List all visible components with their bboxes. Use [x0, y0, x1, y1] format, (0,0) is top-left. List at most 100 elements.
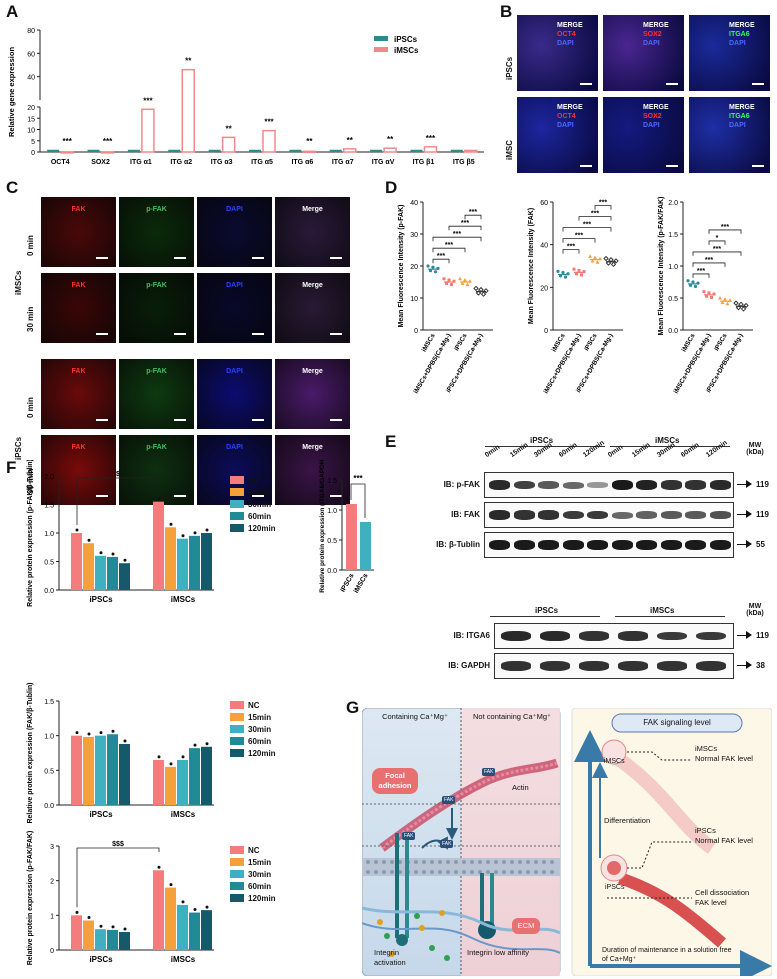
panel-d-point-0-0-4 [436, 266, 440, 270]
panel-e-blot2-0 [494, 623, 734, 649]
panel-a-ylabel: Relative gene expression [7, 47, 16, 137]
panel-e-time-1: 15min [508, 441, 530, 459]
panel-c-scale-2-3 [330, 419, 342, 421]
panel-d-ytick-1-3: 60 [540, 200, 548, 207]
panel-d-bracket-2-2 [692, 251, 742, 256]
panel-d-point-1-0-1 [558, 274, 563, 278]
panel-a-bar-imsc-6 [302, 150, 317, 154]
panel-e-row2-label-0: IB: ITGA6 [453, 631, 490, 640]
panel-e-mw-0: 119 [756, 480, 769, 489]
panel-c-group-imscs: iMSCs [14, 270, 23, 295]
panel-f-legend-label-1-1: 15min [248, 712, 272, 722]
panel-a-legend-1: iMSCs [394, 46, 419, 55]
panel-f-point-1-0-0 [75, 731, 79, 735]
panel-c-tile-label-0-3: Merge [302, 206, 323, 213]
panel-e-band-1-3 [562, 510, 584, 520]
panel-a-ytick-6: 60 [27, 51, 35, 58]
panel-c-scale-2-2 [252, 419, 264, 421]
panel-f-bracket-0 [76, 477, 160, 525]
panel-e-blot-1 [484, 502, 734, 528]
panel-f-bar-1-0-4 [119, 743, 130, 805]
panel-f-bar-2-1-4 [201, 910, 212, 950]
panel-c-scale-3-2 [252, 495, 264, 497]
panel-a-xtick-5: ITG α5 [251, 159, 273, 166]
panel-f-xtick-0-0: iPSCs [89, 595, 113, 604]
panel-f-point-2-0-3 [111, 925, 115, 929]
panel-f-bar-0-1-3 [189, 535, 200, 590]
panel-e-band-2-0 [489, 540, 510, 550]
panel-d-ytick-2-4: 2.0 [668, 200, 678, 207]
panel-f-point-0-0-0 [75, 528, 79, 532]
panel-c-tile-1-1: p-FAK [118, 272, 195, 344]
panel-f-itga-bar-0 [346, 504, 357, 570]
panel-a-ytick-1: 5 [31, 139, 35, 146]
panel-e-band-2-1 [513, 540, 535, 550]
panel-e-band-0-0 [489, 480, 510, 490]
panel-b-tile-merge-2: MERGE [729, 22, 755, 29]
panel-letter-f: F [6, 458, 17, 477]
panel-d-point-0-0-2 [431, 265, 435, 269]
panel-f-bar-0-1-2 [177, 538, 188, 590]
panel-f-bar-2-0-4 [119, 931, 130, 950]
panel-c-tile-3-3: Merge [274, 434, 351, 506]
panel-e-band-0-4 [587, 482, 608, 488]
panel-c-tile-1-3: Merge [274, 272, 351, 344]
panel-f-point-2-1-2 [181, 900, 185, 904]
panel-f-point-0-0-1 [87, 538, 91, 542]
panel-b-row-label-imsc: iMSC [505, 140, 514, 160]
panel-f-itga-ytick-3: 1.5 [327, 478, 337, 485]
panel-letter-d: D [385, 178, 398, 197]
panel-d-point-2-0-1 [688, 283, 693, 287]
panel-d-xtick-1-2: iPSCs [583, 332, 599, 352]
panel-d-bracket-0-2 [432, 236, 482, 242]
panel-e-band2-0-3 [618, 631, 648, 641]
panel-f-ytick-0-4: 2.0 [44, 474, 54, 481]
panel-g-right-top: Not containing Ca⁺Mg⁺ [473, 712, 551, 721]
panel-a-xtick-6: ITG α6 [291, 159, 313, 166]
panel-f-point-0-1-1 [169, 522, 173, 526]
panel-f-ytick-1-1: 0.5 [44, 768, 54, 775]
panel-f-point-0-0-3 [111, 552, 115, 556]
panel-f-xtick-2-0: iPSCs [89, 955, 113, 964]
panel-c-tile-2-3: Merge [274, 358, 351, 430]
panel-e-mw2-1: 38 [756, 661, 765, 670]
panel-d-ytick-2-1: 0.5 [668, 296, 678, 303]
panel-e-band2-0-4 [657, 631, 687, 641]
panel-b-tile-marker-0: OCT4 [557, 31, 576, 38]
panel-d-xtick-0-0: iMSCs [421, 332, 437, 353]
panel-f-bar-0-0-4 [119, 563, 130, 590]
panel-c-tile-0-1: p-FAK [118, 196, 195, 268]
panel-b-row-label-ipscs: iPSCs [505, 56, 514, 80]
panel-f-legend-row-1-3: 60min [230, 735, 300, 747]
panel-letter-e: E [385, 432, 397, 451]
panel-f-legend-swatch-2-2 [230, 870, 244, 878]
panel-f-ytick-0-3: 1.5 [44, 503, 54, 510]
panel-d-point-2-2-2 [723, 297, 727, 301]
panel-a-chart: 0 5 10 15 20 40 60 80 Relative gene expression OC… [7, 28, 484, 166]
panel-f-xtick-2-1: iMSCs [171, 955, 196, 964]
panel-d-point-1-1-4 [582, 270, 586, 274]
panel-f-legend-label-1-3: 60min [248, 736, 272, 746]
panel-f-legend-row-0-1: 15min [230, 486, 300, 498]
panel-f-bar-0-0-3 [107, 556, 118, 590]
panel-c-scale-2-0 [96, 419, 108, 421]
panel-f-bar-1-0-3 [107, 734, 118, 805]
panel-e-band-1-7 [660, 511, 682, 519]
panel-e-mw-label-2: MW (kDa) [746, 603, 764, 617]
panel-d-point-1-3-2 [608, 257, 614, 263]
panel-a-bar-imsc-10 [464, 149, 478, 153]
panel-f-legend-2: NC 15min 30min 60min 120min [230, 844, 300, 904]
panel-a-ytick-4: 20 [27, 105, 35, 112]
panel-f-bar-0-0-1 [83, 543, 94, 590]
panel-d-bracket-2-4 [708, 229, 742, 234]
panel-f-point-2-1-1 [169, 883, 173, 887]
panel-e-band-1-0 [489, 510, 510, 520]
panel-e-mw-2: 55 [756, 540, 765, 549]
panel-e-arrow-icon-1 [746, 510, 752, 518]
panel-f-legend-label-0-2: 30min [248, 499, 272, 509]
panel-f-legend-label-2-0: NC [248, 845, 260, 855]
panel-e-arrow-icon-0 [746, 480, 752, 488]
panel-e-time-6: 15min [630, 441, 652, 459]
panel-f-legend-swatch-2-1 [230, 858, 244, 866]
panel-c-tile-label-0-1: p-FAK [146, 206, 167, 213]
